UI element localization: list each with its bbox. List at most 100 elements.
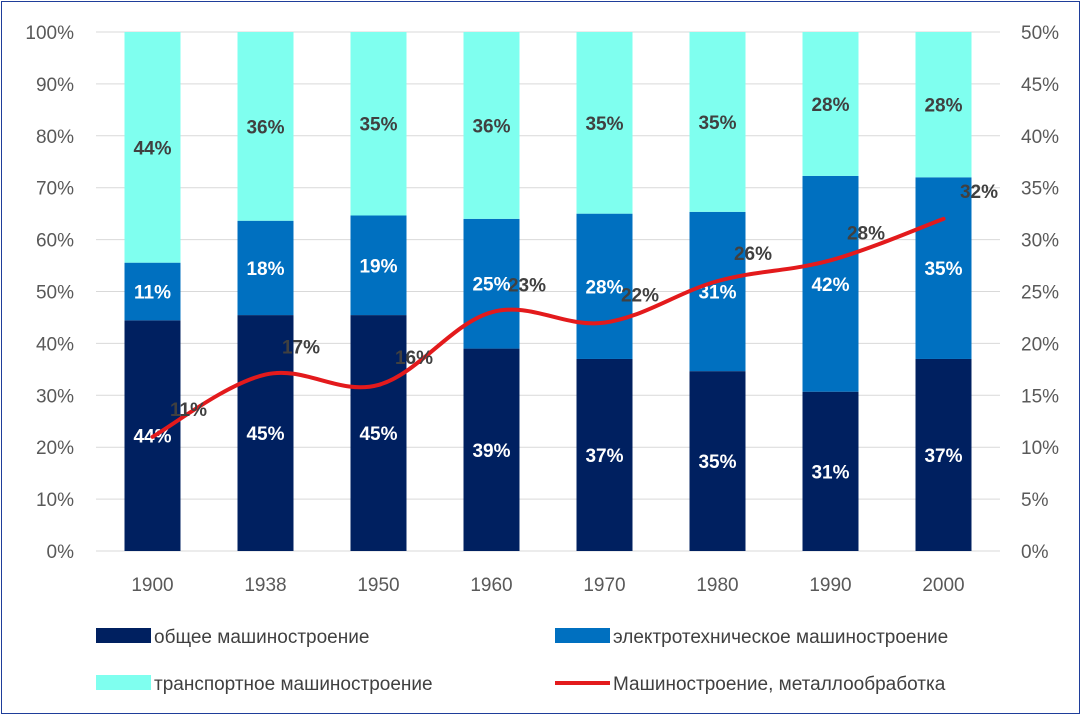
bar-data-label: 31%	[811, 462, 849, 483]
category-label: 1950	[357, 575, 399, 596]
bar-segment	[237, 32, 294, 221]
category-labels: 1900 1938 1950 1960 1970 1980 1990 2000	[131, 575, 964, 596]
bar-segment	[350, 315, 407, 551]
legend: общее машиностроение электротехническое м…	[96, 627, 948, 695]
bar-series: 44%11%44%45%18%36%45%19%35%39%25%36%37%2…	[124, 32, 972, 551]
right-tick-label: 45%	[1021, 75, 1059, 96]
line-path	[150, 216, 946, 439]
bar-segment	[802, 32, 859, 176]
bar-segment	[576, 213, 633, 359]
bar-data-label: 28%	[811, 95, 849, 116]
bar-segment	[350, 215, 407, 316]
bar-data-label: 35%	[698, 452, 736, 473]
right-tick-label: 30%	[1021, 231, 1059, 252]
right-tick-label: 20%	[1021, 334, 1059, 355]
left-tick-label: 100%	[25, 23, 74, 44]
right-tick-label: 40%	[1021, 127, 1059, 148]
bar-segment	[915, 358, 972, 551]
bar-segment	[463, 32, 520, 219]
bar-data-label: 35%	[359, 115, 397, 136]
bar-data-label: 45%	[246, 424, 284, 445]
bar-segment	[124, 32, 181, 263]
right-tick-label: 5%	[1021, 490, 1049, 511]
bar-data-label: 35%	[585, 114, 623, 135]
bar-data-label: 11%	[134, 283, 171, 304]
bar-segment	[237, 315, 294, 551]
right-tick-label: 0%	[1021, 542, 1049, 563]
left-tick-label: 70%	[36, 179, 74, 200]
bar-data-label: 18%	[246, 259, 284, 280]
category-label: 1980	[696, 575, 738, 596]
left-tick-label: 40%	[36, 334, 74, 355]
bar-segment	[237, 220, 294, 316]
left-tick-label: 50%	[36, 283, 74, 304]
right-tick-label: 10%	[1021, 438, 1059, 459]
right-tick-label: 35%	[1021, 179, 1059, 200]
line-series: 11% 17% 16% 23% 22% 26% 28% 32%	[150, 182, 998, 439]
bar-segment	[576, 32, 633, 214]
left-axis-ticks: 0% 10% 20% 30% 40% 50% 60% 70% 80% 90% 100%	[25, 23, 74, 563]
bar-segment	[915, 177, 972, 359]
legend-swatch	[96, 675, 151, 690]
bar-segment	[463, 218, 520, 349]
category-label: 1938	[244, 575, 286, 596]
right-tick-label: 50%	[1021, 23, 1059, 44]
left-tick-label: 30%	[36, 386, 74, 407]
line-data-label: 23%	[508, 275, 546, 296]
category-label: 2000	[922, 575, 964, 596]
bar-data-label: 28%	[924, 96, 962, 117]
bar-segment	[463, 348, 520, 551]
legend-label: общее машиностроение	[154, 627, 369, 648]
legend-label: транспортное машиностроение	[154, 674, 433, 695]
left-tick-label: 60%	[36, 231, 74, 252]
bar-data-label: 36%	[246, 117, 284, 138]
category-label: 1960	[470, 575, 512, 596]
line-data-label: 22%	[621, 286, 659, 307]
left-tick-label: 0%	[47, 542, 75, 563]
legend-swatch	[96, 628, 151, 643]
bar-segment	[689, 32, 746, 212]
right-tick-label: 25%	[1021, 283, 1059, 304]
right-tick-label: 15%	[1021, 386, 1059, 407]
legend-label: Машиностроение, металлообработка	[613, 674, 946, 695]
bar-segment	[802, 175, 859, 392]
bar-segment	[689, 371, 746, 551]
line-data-label: 11%	[170, 400, 207, 421]
line-data-label: 32%	[960, 182, 998, 203]
bar-segment	[576, 358, 633, 551]
bar-data-label: 31%	[698, 283, 736, 304]
bar-data-label: 28%	[585, 277, 623, 298]
bar-data-label: 19%	[359, 256, 397, 277]
line-data-label: 28%	[847, 223, 885, 244]
bar-data-label: 36%	[472, 116, 510, 137]
legend-swatch	[555, 628, 610, 643]
right-axis-ticks: 0% 5% 10% 15% 20% 25% 30% 35% 40% 45% 50%	[1021, 23, 1059, 563]
bar-segment	[802, 391, 859, 551]
bar-data-label: 37%	[585, 446, 623, 467]
bar-data-label: 42%	[811, 275, 849, 296]
line-data-label: 26%	[734, 244, 772, 265]
gridlines	[96, 31, 1000, 552]
line-data-label: 17%	[282, 338, 320, 359]
category-label: 1900	[131, 575, 173, 596]
bar-data-label: 44%	[133, 138, 171, 159]
bar-segment	[350, 32, 407, 216]
left-tick-label: 20%	[36, 438, 74, 459]
left-tick-label: 10%	[36, 490, 74, 511]
legend-label: электротехническое машиностроение	[613, 627, 948, 648]
bar-data-label: 39%	[472, 441, 510, 462]
category-label: 1990	[809, 575, 851, 596]
bar-data-label: 37%	[924, 446, 962, 467]
bar-segment	[915, 32, 972, 178]
left-tick-label: 80%	[36, 127, 74, 148]
bar-segment	[689, 211, 746, 372]
left-tick-label: 90%	[36, 75, 74, 96]
line-data-label: 16%	[395, 348, 433, 369]
category-label: 1970	[583, 575, 625, 596]
bar-segment	[124, 262, 181, 321]
bar-data-label: 45%	[359, 424, 397, 445]
bar-data-label: 25%	[472, 275, 510, 296]
bar-data-label: 35%	[924, 259, 962, 280]
